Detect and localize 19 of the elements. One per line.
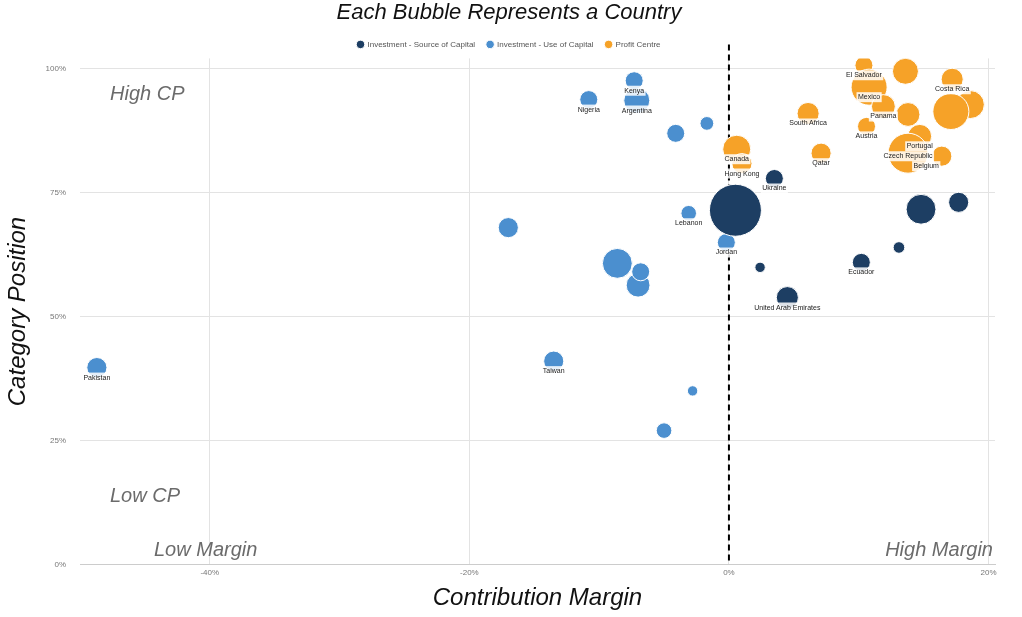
annotation: High CP xyxy=(110,81,186,104)
x-tick-label: 0% xyxy=(723,567,735,577)
chart-title: Each Bubble Represents a Country xyxy=(336,0,684,25)
legend-label: Profit Centre xyxy=(615,39,662,49)
x-tick-label: -20% xyxy=(460,567,479,577)
y-tick-label: 25% xyxy=(49,435,66,445)
y-tick-label: 50% xyxy=(49,311,66,321)
annotation: High Margin xyxy=(885,538,993,561)
legend-label: Investment - Use of Capital xyxy=(497,39,594,49)
y-axis-title: Category Position xyxy=(3,216,31,407)
annotation: Low Margin xyxy=(154,538,258,561)
x-tick-label: -40% xyxy=(200,567,220,577)
y-tick-label: 0% xyxy=(54,559,66,569)
legend-label: Investment - Source of Capital xyxy=(367,39,476,49)
annotation: Low CP xyxy=(110,484,181,507)
y-tick-label: 100% xyxy=(45,63,66,73)
y-tick-label: 75% xyxy=(49,187,66,197)
x-axis-title: Contribution Margin xyxy=(432,583,643,611)
x-tick-label: 20% xyxy=(980,567,997,577)
